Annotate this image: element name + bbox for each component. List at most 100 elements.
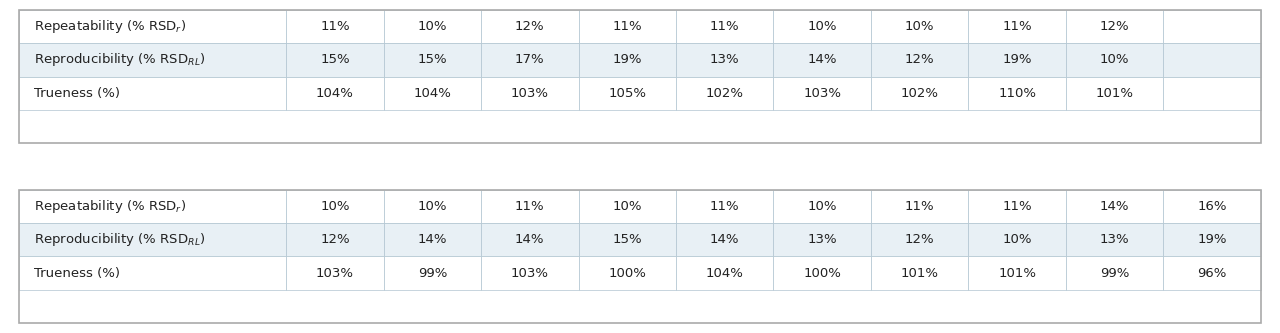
Bar bbox=[19, 190, 287, 223]
Text: 103%: 103% bbox=[316, 266, 353, 280]
Text: PFPeA: PFPeA bbox=[311, 20, 358, 33]
Bar bbox=[19, 10, 287, 43]
Bar bbox=[969, 190, 1066, 223]
Text: 100%: 100% bbox=[804, 266, 841, 280]
Text: 10%: 10% bbox=[320, 200, 349, 213]
Bar bbox=[384, 10, 481, 43]
Bar bbox=[579, 190, 676, 223]
Bar bbox=[1066, 43, 1164, 77]
Bar bbox=[1066, 10, 1164, 43]
Bar bbox=[773, 256, 870, 290]
Text: Repeatability (% RSD$_r$): Repeatability (% RSD$_r$) bbox=[35, 18, 186, 35]
Bar bbox=[384, 190, 481, 223]
Bar bbox=[287, 10, 384, 43]
Bar bbox=[676, 77, 773, 110]
Text: PFBS: PFBS bbox=[316, 200, 355, 213]
Bar bbox=[481, 256, 579, 290]
Bar bbox=[1066, 190, 1164, 223]
Bar bbox=[481, 43, 579, 77]
Bar bbox=[1066, 77, 1164, 110]
Text: PFOS: PFOS bbox=[705, 200, 745, 213]
Bar bbox=[870, 77, 969, 110]
Bar bbox=[19, 223, 287, 256]
Text: 11%: 11% bbox=[320, 20, 349, 33]
Text: 13%: 13% bbox=[710, 53, 740, 67]
Text: 104%: 104% bbox=[413, 87, 452, 100]
Text: 12%: 12% bbox=[905, 233, 934, 246]
Text: 99%: 99% bbox=[1100, 266, 1129, 280]
Bar bbox=[676, 190, 773, 223]
Text: 103%: 103% bbox=[511, 87, 549, 100]
Bar bbox=[287, 256, 384, 290]
Text: 10%: 10% bbox=[417, 200, 447, 213]
Bar bbox=[481, 77, 579, 110]
Text: PFHpS: PFHpS bbox=[603, 200, 652, 213]
Text: 17%: 17% bbox=[515, 53, 544, 67]
Bar bbox=[19, 10, 287, 43]
Text: 100%: 100% bbox=[608, 266, 646, 280]
Text: 11%: 11% bbox=[905, 200, 934, 213]
Text: 14%: 14% bbox=[808, 53, 837, 67]
Bar bbox=[384, 10, 481, 43]
Bar bbox=[676, 10, 773, 43]
Text: 105%: 105% bbox=[608, 87, 646, 100]
Text: 11%: 11% bbox=[710, 20, 740, 33]
Bar bbox=[870, 256, 969, 290]
Bar bbox=[384, 190, 481, 223]
Bar bbox=[1066, 256, 1164, 290]
Text: Repeatability (% RSD$_r$): Repeatability (% RSD$_r$) bbox=[35, 198, 186, 215]
Text: PFHxS: PFHxS bbox=[506, 200, 554, 213]
Text: PFDA: PFDA bbox=[803, 20, 842, 33]
Bar bbox=[19, 77, 287, 110]
Text: PFTrDS: PFTrDS bbox=[1185, 200, 1239, 213]
Text: 110%: 110% bbox=[998, 87, 1036, 100]
Text: PFPS: PFPS bbox=[413, 200, 452, 213]
Text: 13%: 13% bbox=[1100, 233, 1129, 246]
Text: 12%: 12% bbox=[1100, 20, 1129, 33]
Bar bbox=[870, 10, 969, 43]
Bar bbox=[676, 10, 773, 43]
Text: PFOA: PFOA bbox=[607, 20, 648, 33]
Text: 15%: 15% bbox=[612, 233, 643, 246]
Text: 10%: 10% bbox=[1100, 53, 1129, 67]
Bar bbox=[969, 43, 1066, 77]
Text: 14%: 14% bbox=[1100, 200, 1129, 213]
Bar bbox=[1164, 10, 1261, 43]
Text: PFHpA: PFHpA bbox=[504, 20, 554, 33]
Bar bbox=[1164, 10, 1261, 43]
Text: 104%: 104% bbox=[316, 87, 353, 100]
Bar bbox=[1066, 190, 1164, 223]
Bar bbox=[773, 223, 870, 256]
Text: 10%: 10% bbox=[417, 20, 447, 33]
Text: PFUnDA: PFUnDA bbox=[890, 20, 950, 33]
Text: 11%: 11% bbox=[515, 200, 544, 213]
Bar bbox=[481, 10, 579, 43]
Text: 15%: 15% bbox=[417, 53, 447, 67]
Text: 102%: 102% bbox=[705, 87, 744, 100]
Bar bbox=[481, 190, 579, 223]
Text: PFDoDA: PFDoDA bbox=[987, 20, 1047, 33]
Text: 12%: 12% bbox=[905, 53, 934, 67]
Text: PFDS: PFDS bbox=[900, 200, 940, 213]
Bar bbox=[676, 190, 773, 223]
Bar bbox=[1164, 223, 1261, 256]
Bar bbox=[969, 10, 1066, 43]
Bar bbox=[287, 190, 384, 223]
Bar bbox=[384, 256, 481, 290]
Bar bbox=[1164, 190, 1261, 223]
Bar bbox=[870, 190, 969, 223]
Bar bbox=[773, 77, 870, 110]
Text: 101%: 101% bbox=[1096, 87, 1134, 100]
Bar bbox=[773, 43, 870, 77]
Bar bbox=[579, 223, 676, 256]
Bar bbox=[1066, 10, 1164, 43]
Bar bbox=[969, 77, 1066, 110]
Bar bbox=[579, 10, 676, 43]
Bar bbox=[676, 256, 773, 290]
Bar bbox=[1164, 43, 1261, 77]
Bar bbox=[969, 10, 1066, 43]
Text: 102%: 102% bbox=[901, 87, 938, 100]
Text: 10%: 10% bbox=[613, 200, 643, 213]
Text: 19%: 19% bbox=[1002, 53, 1032, 67]
Bar bbox=[579, 190, 676, 223]
